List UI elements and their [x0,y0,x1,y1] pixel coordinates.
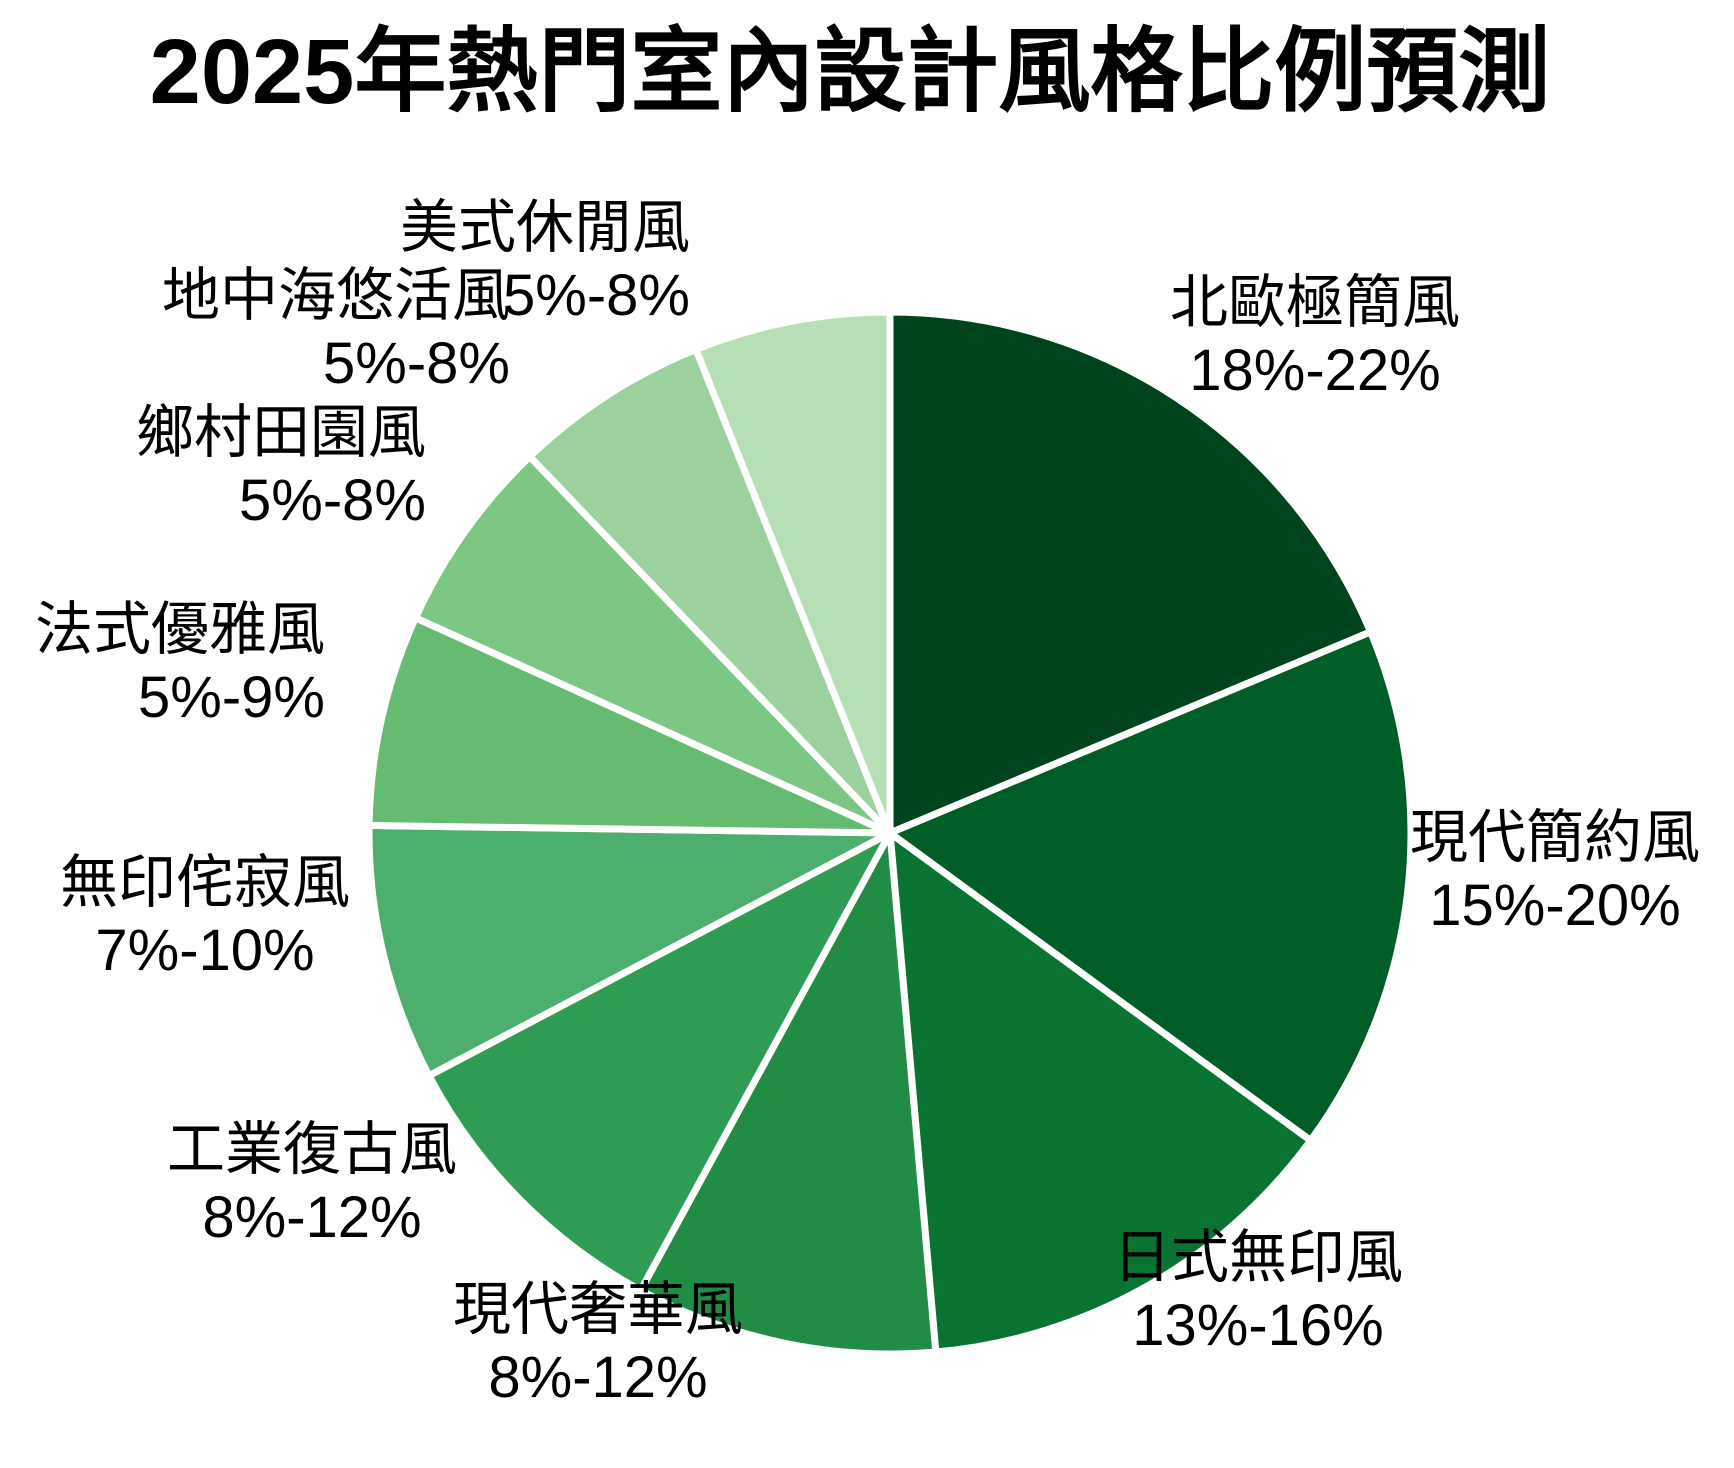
slice-label-modern-luxury: 現代奢華風 8%-12% [453,1276,743,1412]
pie-slice-2 [886,628,1415,1144]
slice-range: 5%-8% [239,468,426,533]
slice-name: 現代簡約風 [1409,805,1701,870]
slice-name: 美式休閒風 [399,195,690,260]
slice-range: 5%-8% [323,331,510,396]
slice-name: 日式無印風 [1112,1225,1404,1290]
slice-range: 13%-16% [1132,1293,1384,1358]
slice-label-industrial-retro: 工業復古風 8%-12% [167,1116,457,1252]
pie-slice-7 [365,614,894,837]
chart-title: 2025年熱門室內設計風格比例預測 [149,21,1551,123]
slice-label-nordic-minimal: 北歐極簡風 18%-22% [1170,269,1460,405]
slice-range: 7%-10% [95,918,315,983]
slice-range: 5%-9% [138,665,325,730]
pie-slice-5 [425,829,894,1294]
slice-label-mediterranean: 地中海悠活風 5%-8% [162,262,510,398]
pie-slice-6 [365,821,894,1080]
slice-range: 15%-20% [1429,873,1681,938]
slice-range: 18%-22% [1189,338,1441,403]
pie-slice-9 [526,346,894,837]
slice-range: 5%-8% [503,263,690,328]
pie-slice-8 [412,453,894,837]
slice-name: 鄉村田園風 [135,400,426,465]
slice-name: 工業復古風 [166,1117,458,1182]
slice-label-japanese-muji: 日式無印風 13%-16% [1113,1224,1403,1360]
slice-label-modern-simple: 現代簡約風 15%-20% [1410,804,1700,940]
slice-name: 地中海悠活風 [161,263,510,328]
pie-slice-3 [886,829,1315,1356]
pie-slice-1 [886,308,1375,837]
slice-name: 北歐極簡風 [1169,270,1461,335]
slice-name: 現代奢華風 [452,1277,744,1342]
slice-label-muji-wabi-sabi: 無印侘寂風 7%-10% [60,849,350,985]
slice-label-french-elegant: 法式優雅風 5%-9% [35,596,325,732]
slice-range: 8%-12% [202,1185,422,1250]
slice-label-american-casual: 美式休閒風 5%-8% [400,194,690,330]
slice-name: 無印侘寂風 [59,850,351,915]
pie-slice-4 [637,829,940,1358]
slice-range: 8%-12% [488,1345,708,1410]
slice-label-country-pastoral: 鄉村田園風 5%-8% [136,399,426,535]
pie-slice-10 [692,308,894,837]
slice-name: 法式優雅風 [34,597,325,662]
